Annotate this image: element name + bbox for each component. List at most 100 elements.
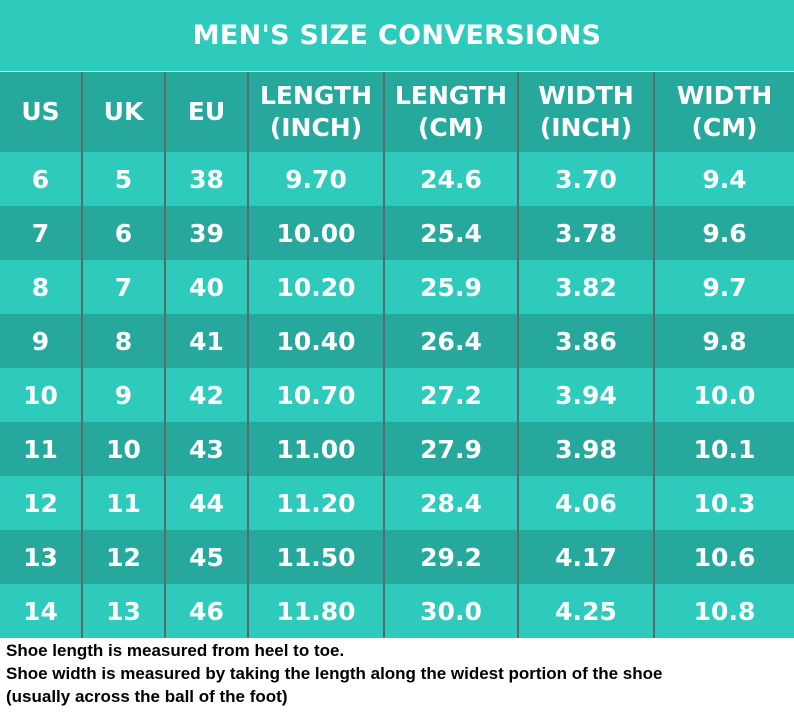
- cell-eu: 43: [164, 422, 249, 476]
- cell-eu: 39: [164, 206, 249, 260]
- cell-length-cm: 28.4: [383, 476, 519, 530]
- table-row: 7 6 39 10.00 25.4 3.78 9.6: [0, 206, 794, 260]
- table-row: 6 5 38 9.70 24.6 3.70 9.4: [0, 152, 794, 206]
- cell-width-inch: 4.06: [517, 476, 655, 530]
- cell-width-inch: 3.94: [517, 368, 655, 422]
- cell-length-inch: 11.00: [247, 422, 385, 476]
- size-chart: MEN'S SIZE CONVERSIONS US UK EU LENGTH (I…: [0, 0, 794, 638]
- table-row: 10 9 42 10.70 27.2 3.94 10.0: [0, 368, 794, 422]
- cell-width-cm: 9.7: [653, 260, 794, 314]
- cell-us: 12: [0, 476, 83, 530]
- cell-length-inch: 10.40: [247, 314, 385, 368]
- cell-width-cm: 9.8: [653, 314, 794, 368]
- cell-us: 14: [0, 584, 83, 638]
- cell-eu: 46: [164, 584, 249, 638]
- measurement-notes: Shoe length is measured from heel to toe…: [6, 639, 792, 708]
- cell-width-inch: 3.70: [517, 152, 655, 206]
- header-uk-label: UK: [103, 97, 144, 126]
- header-width-inch: WIDTH (INCH): [517, 72, 655, 152]
- header-length-cm-line2: (CM): [417, 113, 485, 142]
- cell-us: 11: [0, 422, 83, 476]
- cell-us: 6: [0, 152, 83, 206]
- cell-width-cm: 10.8: [653, 584, 794, 638]
- cell-us: 13: [0, 530, 83, 584]
- cell-width-inch: 4.25: [517, 584, 655, 638]
- header-length-inch: LENGTH (INCH): [247, 72, 385, 152]
- cell-uk: 11: [81, 476, 166, 530]
- cell-length-inch: 10.00: [247, 206, 385, 260]
- cell-uk: 7: [81, 260, 166, 314]
- cell-length-inch: 11.20: [247, 476, 385, 530]
- cell-length-cm: 26.4: [383, 314, 519, 368]
- header-width-cm-line1: WIDTH: [676, 81, 773, 110]
- cell-length-inch: 10.70: [247, 368, 385, 422]
- cell-eu: 40: [164, 260, 249, 314]
- cell-width-inch: 4.17: [517, 530, 655, 584]
- table-row: 13 12 45 11.50 29.2 4.17 10.6: [0, 530, 794, 584]
- cell-length-cm: 29.2: [383, 530, 519, 584]
- cell-eu: 45: [164, 530, 249, 584]
- cell-length-cm: 25.4: [383, 206, 519, 260]
- header-width-inch-line1: WIDTH: [538, 81, 634, 110]
- table-body: 6 5 38 9.70 24.6 3.70 9.4 7 6 39 10.00 2…: [0, 152, 794, 638]
- cell-uk: 8: [81, 314, 166, 368]
- table-row: 8 7 40 10.20 25.9 3.82 9.7: [0, 260, 794, 314]
- cell-width-inch: 3.98: [517, 422, 655, 476]
- cell-length-cm: 27.2: [383, 368, 519, 422]
- cell-uk: 5: [81, 152, 166, 206]
- cell-eu: 38: [164, 152, 249, 206]
- header-length-cm: LENGTH (CM): [383, 72, 519, 152]
- note-length: Shoe length is measured from heel to toe…: [6, 641, 345, 660]
- cell-width-cm: 10.1: [653, 422, 794, 476]
- cell-eu: 44: [164, 476, 249, 530]
- header-uk: UK: [81, 72, 166, 152]
- size-table: US UK EU LENGTH (INCH) LENGTH (CM) WIDTH (I…: [0, 72, 794, 638]
- header-width-inch-line2: (INCH): [539, 113, 633, 142]
- cell-length-inch: 10.20: [247, 260, 385, 314]
- cell-us: 8: [0, 260, 83, 314]
- cell-eu: 42: [164, 368, 249, 422]
- cell-length-cm: 25.9: [383, 260, 519, 314]
- cell-us: 7: [0, 206, 83, 260]
- cell-uk: 12: [81, 530, 166, 584]
- note-width: Shoe width is measured by taking the len…: [6, 664, 663, 683]
- note-width-detail: (usually across the ball of the foot): [6, 687, 288, 706]
- cell-width-cm: 10.0: [653, 368, 794, 422]
- cell-length-cm: 27.9: [383, 422, 519, 476]
- cell-uk: 10: [81, 422, 166, 476]
- chart-title: MEN'S SIZE CONVERSIONS: [0, 0, 794, 72]
- cell-width-cm: 10.3: [653, 476, 794, 530]
- cell-width-inch: 3.86: [517, 314, 655, 368]
- cell-uk: 9: [81, 368, 166, 422]
- table-row: 11 10 43 11.00 27.9 3.98 10.1: [0, 422, 794, 476]
- cell-length-cm: 30.0: [383, 584, 519, 638]
- header-length-cm-line1: LENGTH: [395, 81, 507, 110]
- cell-width-cm: 10.6: [653, 530, 794, 584]
- header-eu-label: EU: [187, 97, 226, 126]
- cell-uk: 13: [81, 584, 166, 638]
- header-us-label: US: [21, 97, 60, 126]
- cell-length-inch: 9.70: [247, 152, 385, 206]
- table-header: US UK EU LENGTH (INCH) LENGTH (CM) WIDTH (I…: [0, 72, 794, 152]
- header-length-inch-line2: (INCH): [269, 113, 363, 142]
- header-row: US UK EU LENGTH (INCH) LENGTH (CM) WIDTH (I…: [0, 72, 794, 152]
- header-width-cm: WIDTH (CM): [653, 72, 794, 152]
- cell-width-inch: 3.78: [517, 206, 655, 260]
- cell-us: 9: [0, 314, 83, 368]
- header-eu: EU: [164, 72, 249, 152]
- cell-uk: 6: [81, 206, 166, 260]
- table-row: 9 8 41 10.40 26.4 3.86 9.8: [0, 314, 794, 368]
- cell-width-inch: 3.82: [517, 260, 655, 314]
- cell-eu: 41: [164, 314, 249, 368]
- cell-width-cm: 9.4: [653, 152, 794, 206]
- header-us: US: [0, 72, 83, 152]
- cell-width-cm: 9.6: [653, 206, 794, 260]
- cell-us: 10: [0, 368, 83, 422]
- cell-length-inch: 11.80: [247, 584, 385, 638]
- cell-length-inch: 11.50: [247, 530, 385, 584]
- header-length-inch-line1: LENGTH: [260, 81, 372, 110]
- header-width-cm-line2: (CM): [691, 113, 758, 142]
- table-row: 12 11 44 11.20 28.4 4.06 10.3: [0, 476, 794, 530]
- table-row: 14 13 46 11.80 30.0 4.25 10.8: [0, 584, 794, 638]
- cell-length-cm: 24.6: [383, 152, 519, 206]
